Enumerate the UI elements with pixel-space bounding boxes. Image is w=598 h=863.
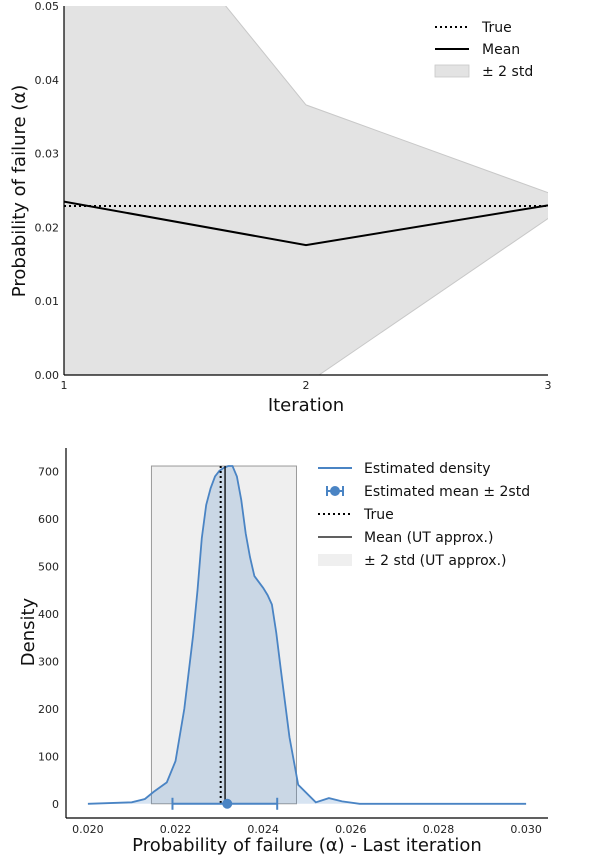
- y-tick-label: 0.02: [35, 221, 60, 234]
- x-tick-label: 0.026: [335, 823, 367, 836]
- y-tick-label: 0.00: [35, 369, 60, 382]
- y-tick-label: 0.03: [35, 148, 60, 161]
- y-tick-labels: 0 100 200 300 400 500 600 700: [38, 466, 59, 811]
- x-axis-label: Probability of failure (α) - Last iterat…: [132, 835, 482, 856]
- mean-line: [64, 200, 548, 247]
- density-line: [87, 465, 527, 805]
- x-tick-label: 2: [303, 379, 310, 392]
- std-band: [64, 6, 548, 375]
- std-band-lower-edge: [318, 218, 548, 375]
- x-tick-label: 0.030: [510, 823, 542, 836]
- y-tick-label: 100: [38, 750, 59, 763]
- legend-ut-band-swatch: [318, 554, 352, 566]
- y-tick-labels: 0.00 0.01 0.02 0.03 0.04 0.05: [35, 0, 60, 382]
- legend-band-swatch: [434, 64, 470, 78]
- x-tick-labels: 1 2 3: [61, 379, 552, 392]
- y-tick-label: 0: [52, 798, 59, 811]
- legend: True Mean ± 2 std: [434, 20, 533, 80]
- legend-mean-label: Mean: [482, 42, 520, 58]
- legend-true-label: True: [363, 507, 394, 523]
- ut-std-band: [150, 465, 297, 805]
- y-tick-label: 200: [38, 703, 59, 716]
- y-tick-label: 400: [38, 608, 59, 621]
- y-tick-label: 500: [38, 561, 59, 574]
- legend-ut-band-label: ± 2 std (UT approx.): [364, 553, 507, 569]
- legend-ut-mean-label: Mean (UT approx.): [364, 530, 493, 546]
- y-tick-label: 300: [38, 655, 59, 668]
- x-tick-label: 1: [61, 379, 68, 392]
- top-chart: 0.00 0.01 0.02 0.03 0.04 0.05 1 2 3 Iteration P…: [9, 0, 552, 416]
- y-tick-label: 0.05: [35, 0, 60, 13]
- y-tick-label: 600: [38, 513, 59, 526]
- y-tick-label: 0.04: [35, 74, 60, 87]
- y-tick-label: 0.01: [35, 295, 60, 308]
- density-fill: [87, 466, 527, 804]
- x-tick-label: 3: [545, 379, 552, 392]
- legend-mean-label: Estimated mean ± 2std: [364, 484, 530, 500]
- x-tick-label: 0.024: [247, 823, 279, 836]
- legend-errorbar-marker: [330, 486, 340, 496]
- y-tick-label: 700: [38, 466, 59, 479]
- x-tick-labels: 0.020 0.022 0.024 0.026 0.028 0.030: [72, 823, 542, 836]
- legend-true-label: True: [481, 20, 512, 36]
- estimated-mean-errorbar: [171, 797, 279, 810]
- legend-band-label: ± 2 std: [482, 64, 533, 80]
- y-axis-label: Probability of failure (α): [9, 85, 30, 297]
- legend-density-label: Estimated density: [364, 461, 491, 477]
- legend: Estimated density Estimated mean ± 2std …: [318, 461, 530, 569]
- x-tick-label: 0.020: [72, 823, 104, 836]
- y-axis-label: Density: [18, 597, 39, 666]
- estimated-mean-marker: [222, 798, 233, 809]
- std-band-upper-edge: [225, 6, 548, 194]
- x-tick-label: 0.022: [160, 823, 192, 836]
- x-axis-label: Iteration: [268, 395, 344, 416]
- x-tick-label: 0.028: [423, 823, 455, 836]
